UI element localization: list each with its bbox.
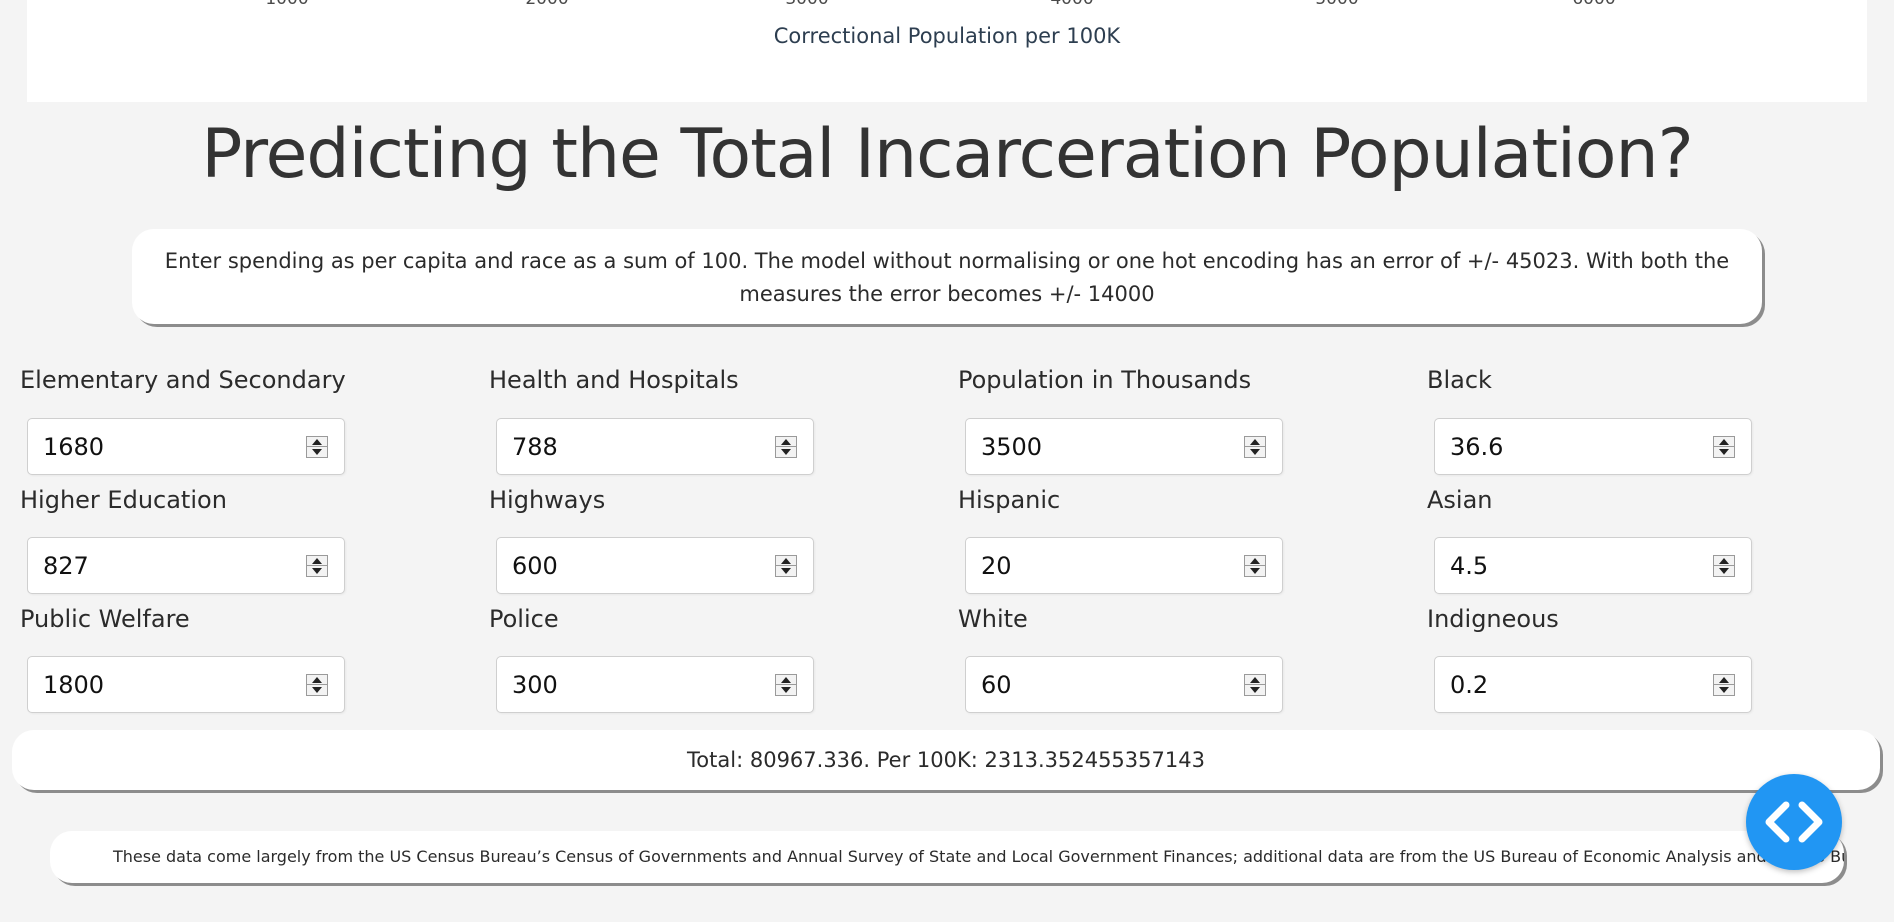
number-spinner[interactable] [1244, 436, 1266, 458]
spinner-down-icon[interactable] [776, 566, 796, 576]
x-tick-label: 5000 [1315, 0, 1358, 9]
white-input[interactable]: 60 [965, 656, 1283, 713]
x-tick-label: 1000 [265, 0, 308, 9]
page-title: Predicting the Total Incarceration Popul… [201, 115, 1693, 194]
x-axis-title: Correctional Population per 100K [773, 24, 1121, 48]
black-label: Black [1427, 366, 1492, 394]
spinner-up-icon[interactable] [1245, 675, 1265, 685]
number-spinner[interactable] [1244, 674, 1266, 696]
number-spinner[interactable] [306, 674, 328, 696]
chart-bottom-axis: 1000 2000 3000 4000 5000 6000 Correction… [27, 0, 1867, 102]
instructions-card: Enter spending as per capita and race as… [132, 229, 1762, 324]
number-spinner[interactable] [1713, 436, 1735, 458]
public-welfare-label: Public Welfare [20, 605, 190, 633]
health-hospitals-input[interactable]: 788 [496, 418, 814, 475]
highways-value: 600 [512, 552, 558, 580]
police-input[interactable]: 300 [496, 656, 814, 713]
spinner-down-icon[interactable] [1714, 566, 1734, 576]
higher-education-label: Higher Education [20, 486, 227, 514]
number-spinner[interactable] [306, 555, 328, 577]
data-source-card: These data come largely from the US Cens… [50, 831, 1844, 883]
police-label: Police [489, 605, 559, 633]
x-tick-label: 4000 [1050, 0, 1093, 9]
indigenous-input[interactable]: 0.2 [1434, 656, 1752, 713]
indigenous-label: Indigneous [1427, 605, 1559, 633]
hispanic-value: 20 [981, 552, 1012, 580]
spinner-up-icon[interactable] [1245, 556, 1265, 566]
spinner-up-icon[interactable] [776, 556, 796, 566]
spinner-down-icon[interactable] [776, 685, 796, 695]
asian-value: 4.5 [1450, 552, 1489, 580]
hispanic-label: Hispanic [958, 486, 1061, 514]
elementary-secondary-label: Elementary and Secondary [20, 366, 346, 394]
spinner-down-icon[interactable] [1714, 685, 1734, 695]
asian-input[interactable]: 4.5 [1434, 537, 1752, 594]
spinner-down-icon[interactable] [1714, 447, 1734, 457]
spinner-up-icon[interactable] [307, 437, 327, 447]
instructions-text: Enter spending as per capita and race as… [164, 249, 1730, 306]
elementary-secondary-value: 1680 [43, 433, 105, 461]
white-value: 60 [981, 671, 1012, 699]
x-tick-label: 2000 [525, 0, 568, 9]
spinner-down-icon[interactable] [307, 685, 327, 695]
number-spinner[interactable] [775, 674, 797, 696]
spinner-up-icon[interactable] [307, 556, 327, 566]
higher-education-input[interactable]: 827 [27, 537, 345, 594]
public-welfare-input[interactable]: 1800 [27, 656, 345, 713]
spinner-up-icon[interactable] [1714, 556, 1734, 566]
spinner-down-icon[interactable] [1245, 447, 1265, 457]
spinner-down-icon[interactable] [1245, 685, 1265, 695]
number-spinner[interactable] [306, 436, 328, 458]
hispanic-input[interactable]: 20 [965, 537, 1283, 594]
spinner-up-icon[interactable] [307, 675, 327, 685]
highways-input[interactable]: 600 [496, 537, 814, 594]
number-spinner[interactable] [1244, 555, 1266, 577]
asian-label: Asian [1427, 486, 1493, 514]
prediction-result-card: Total: 80967.336. Per 100K: 2313.3524553… [12, 730, 1880, 790]
higher-education-value: 827 [43, 552, 89, 580]
population-thousands-input[interactable]: 3500 [965, 418, 1283, 475]
public-welfare-value: 1800 [43, 671, 105, 699]
spinner-up-icon[interactable] [776, 437, 796, 447]
spinner-up-icon[interactable] [1714, 675, 1734, 685]
health-hospitals-label: Health and Hospitals [489, 366, 739, 394]
spinner-down-icon[interactable] [307, 447, 327, 457]
white-label: White [958, 605, 1028, 633]
health-hospitals-value: 788 [512, 433, 558, 461]
indigenous-value: 0.2 [1450, 671, 1489, 699]
prediction-result-text: Total: 80967.336. Per 100K: 2313.3524553… [687, 748, 1205, 772]
code-toggle-button[interactable] [1746, 774, 1842, 870]
data-source-text: These data come largely from the US Cens… [113, 847, 1844, 866]
black-input[interactable]: 36.6 [1434, 418, 1752, 475]
elementary-secondary-input[interactable]: 1680 [27, 418, 345, 475]
spinner-up-icon[interactable] [1714, 437, 1734, 447]
spinner-down-icon[interactable] [1245, 566, 1265, 576]
x-tick-label: 3000 [785, 0, 828, 9]
number-spinner[interactable] [775, 555, 797, 577]
spinner-down-icon[interactable] [307, 566, 327, 576]
police-value: 300 [512, 671, 558, 699]
number-spinner[interactable] [775, 436, 797, 458]
spinner-down-icon[interactable] [776, 447, 796, 457]
spinner-up-icon[interactable] [776, 675, 796, 685]
black-value: 36.6 [1450, 433, 1504, 461]
number-spinner[interactable] [1713, 674, 1735, 696]
number-spinner[interactable] [1713, 555, 1735, 577]
population-thousands-label: Population in Thousands [958, 366, 1252, 394]
highways-label: Highways [489, 486, 606, 514]
population-thousands-value: 3500 [981, 433, 1043, 461]
code-icon [1765, 801, 1823, 843]
spinner-up-icon[interactable] [1245, 437, 1265, 447]
x-tick-label: 6000 [1572, 0, 1615, 9]
